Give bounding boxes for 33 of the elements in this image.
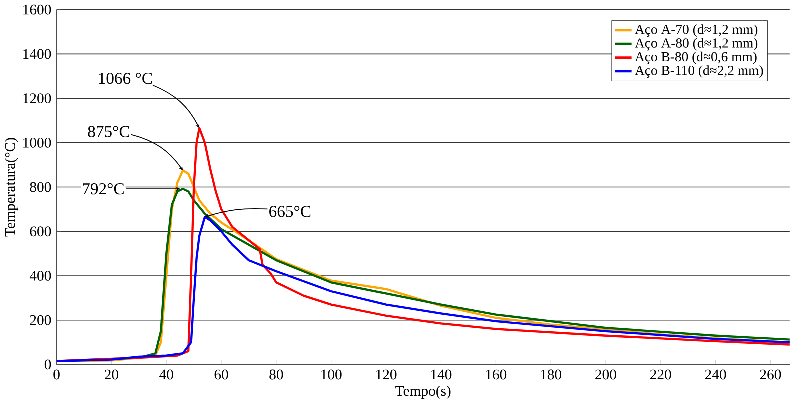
legend-label: Aço A-80 (d≈1,2 mm)	[635, 38, 758, 51]
y-tick-label: 0	[44, 360, 52, 370]
y-tick-label: 1400	[24, 49, 52, 60]
x-tick-label: 60	[214, 370, 228, 380]
legend-label: Aço B-110 (d≈2,2 mm)	[635, 66, 764, 78]
annotation: 665°C	[270, 206, 311, 218]
y-axis-title: Temperatura(°C)	[4, 138, 18, 237]
x-tick-label: 80	[270, 370, 284, 380]
legend-label: Aço A-70 (d≈1,2 mm)	[635, 24, 758, 38]
y-tick-label: 1200	[24, 94, 52, 104]
x-tick-label: 120	[376, 370, 397, 380]
annotation: 792°C	[83, 183, 124, 195]
x-tick-label: 200	[596, 370, 616, 380]
y-tick-label: 1000	[24, 138, 52, 148]
x-tick-label: 260	[760, 370, 782, 380]
x-tick-label: 240	[705, 370, 726, 380]
y-tick-label: 800	[30, 182, 52, 192]
x-tick-label: 180	[541, 370, 562, 380]
y-tick-label: 600	[30, 226, 52, 237]
y-tick-label: 1600	[24, 4, 52, 15]
x-tick-label: 160	[486, 370, 507, 380]
legend-label: Aço B-80 (d≈0,6 mm)	[635, 52, 757, 64]
y-tick-label: 200	[30, 315, 52, 326]
x-tick-label: 140	[431, 370, 452, 380]
annotation: 1066 °C	[99, 72, 152, 84]
y-tick-label: 400	[30, 271, 52, 281]
x-tick-label: 40	[160, 370, 174, 380]
x-axis-title: Tempo(s)	[396, 386, 451, 400]
x-tick-label: 20	[105, 370, 118, 380]
annotation: 875°C	[88, 126, 130, 138]
x-tick-label: 0	[54, 370, 60, 380]
x-tick-label: 100	[322, 370, 342, 380]
x-tick-label: 220	[650, 370, 672, 380]
